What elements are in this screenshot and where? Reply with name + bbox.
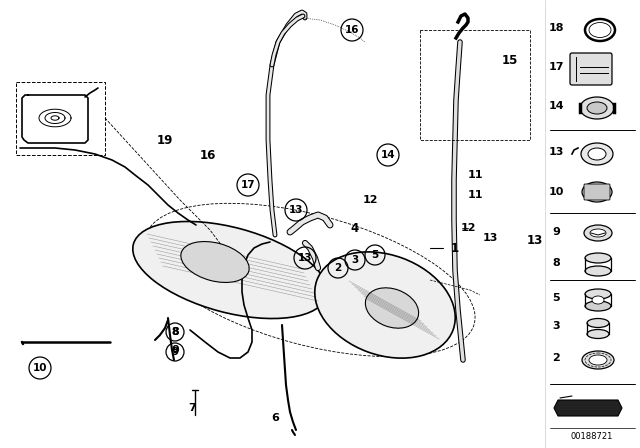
Ellipse shape xyxy=(181,241,249,283)
Text: 7: 7 xyxy=(188,403,196,413)
Ellipse shape xyxy=(588,148,606,160)
Text: 14: 14 xyxy=(381,150,396,160)
Ellipse shape xyxy=(587,329,609,339)
Text: 5: 5 xyxy=(371,250,379,260)
Text: 13: 13 xyxy=(298,253,312,263)
Ellipse shape xyxy=(590,229,606,237)
Text: 13: 13 xyxy=(527,233,543,246)
Ellipse shape xyxy=(582,182,612,202)
Ellipse shape xyxy=(365,288,419,328)
Text: 9: 9 xyxy=(552,227,560,237)
Text: 8: 8 xyxy=(552,258,560,268)
Text: 11: 11 xyxy=(467,170,483,180)
Text: 9: 9 xyxy=(172,347,179,357)
Text: 17: 17 xyxy=(241,180,255,190)
Text: 16: 16 xyxy=(345,25,359,35)
FancyBboxPatch shape xyxy=(584,184,610,200)
Ellipse shape xyxy=(580,97,614,119)
Ellipse shape xyxy=(585,253,611,263)
Text: 5: 5 xyxy=(552,293,560,303)
Ellipse shape xyxy=(315,252,455,358)
Text: 17: 17 xyxy=(548,62,564,72)
Text: 1: 1 xyxy=(451,241,459,254)
Text: 16: 16 xyxy=(200,148,216,161)
Text: 14: 14 xyxy=(548,101,564,111)
Text: 11: 11 xyxy=(467,190,483,200)
Polygon shape xyxy=(554,400,622,416)
Text: 15: 15 xyxy=(502,53,518,66)
Text: 13: 13 xyxy=(548,147,564,157)
Text: 12: 12 xyxy=(460,223,476,233)
Text: 8: 8 xyxy=(171,327,179,337)
Text: 2: 2 xyxy=(334,263,342,273)
Text: 6: 6 xyxy=(271,413,279,423)
Text: 00188721: 00188721 xyxy=(571,431,613,440)
Ellipse shape xyxy=(587,102,607,114)
Text: 10: 10 xyxy=(33,363,47,373)
Ellipse shape xyxy=(587,319,609,327)
Text: 12: 12 xyxy=(362,195,378,205)
Ellipse shape xyxy=(132,221,327,319)
Ellipse shape xyxy=(584,225,612,241)
Text: 4: 4 xyxy=(351,221,359,234)
Ellipse shape xyxy=(585,289,611,299)
Text: 9: 9 xyxy=(171,345,179,355)
Text: 13: 13 xyxy=(289,205,303,215)
Text: 3: 3 xyxy=(351,255,358,265)
Text: 10: 10 xyxy=(548,187,564,197)
Text: 2: 2 xyxy=(552,353,560,363)
Text: 13: 13 xyxy=(483,233,498,243)
Ellipse shape xyxy=(585,301,611,311)
Ellipse shape xyxy=(585,266,611,276)
Ellipse shape xyxy=(592,296,604,304)
Text: 18: 18 xyxy=(548,23,564,33)
Text: 8: 8 xyxy=(172,327,179,337)
FancyBboxPatch shape xyxy=(570,53,612,85)
Ellipse shape xyxy=(582,351,614,369)
Ellipse shape xyxy=(581,143,613,165)
Text: 3: 3 xyxy=(552,321,560,331)
Ellipse shape xyxy=(589,355,607,365)
Text: 19: 19 xyxy=(157,134,173,146)
